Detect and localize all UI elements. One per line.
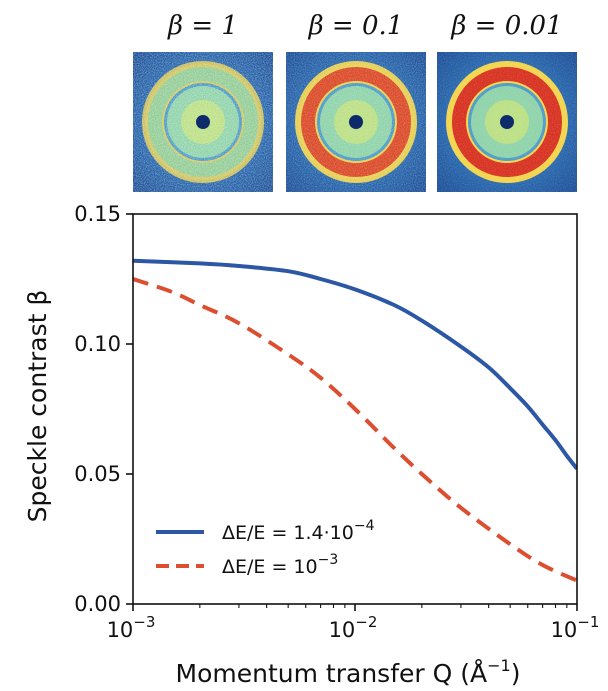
y-tick-label: 0.10 — [74, 332, 121, 356]
series-line-0 — [133, 258, 577, 471]
x-tick-label: 10−3 — [107, 613, 156, 642]
speckle-panel: β = 0.1 — [286, 11, 426, 192]
plot-area: 10−3 10−2 10−1 0.00 0.05 0.10 0.15 ΔE/E = 1.4… — [74, 202, 599, 642]
y-tick-label: 0.00 — [74, 592, 121, 616]
x-axis-ticks: 10−3 10−2 10−1 — [107, 604, 600, 642]
speckle-panel: β = 0.01 — [437, 11, 577, 192]
x-axis-title: Momentum transfer Q (Å−1) — [176, 656, 521, 688]
legend: ΔE/E = 1.4·10−4 ΔE/E = 10−3 — [156, 518, 375, 578]
y-tick-label: 0.15 — [74, 202, 121, 226]
legend-label-1: ΔE/E = 10−3 — [222, 552, 338, 578]
beamstop — [500, 115, 514, 129]
beamstop — [196, 115, 210, 129]
x-axis-title-exponent: −1 — [487, 656, 511, 675]
panel-label: β = 1 — [167, 11, 238, 41]
y-axis-ticks: 0.00 0.05 0.10 0.15 — [74, 202, 133, 616]
speckle-panel: β = 1 — [133, 11, 273, 192]
legend-label-0: ΔE/E = 1.4·10−4 — [222, 518, 375, 544]
y-axis-title: Speckle contrast β — [23, 290, 52, 523]
series-line-1 — [133, 277, 577, 583]
x-tick-label: 10−1 — [551, 613, 600, 642]
x-tick-label: 10−2 — [329, 613, 378, 642]
curves — [133, 258, 577, 583]
panel-label: β = 0.01 — [450, 11, 562, 41]
y-tick-label: 0.05 — [74, 462, 121, 486]
panel-label: β = 0.1 — [308, 11, 404, 41]
speckle-panels: β = 1 β = 0.1 β = 0.01 — [133, 11, 577, 192]
beamstop — [349, 115, 363, 129]
